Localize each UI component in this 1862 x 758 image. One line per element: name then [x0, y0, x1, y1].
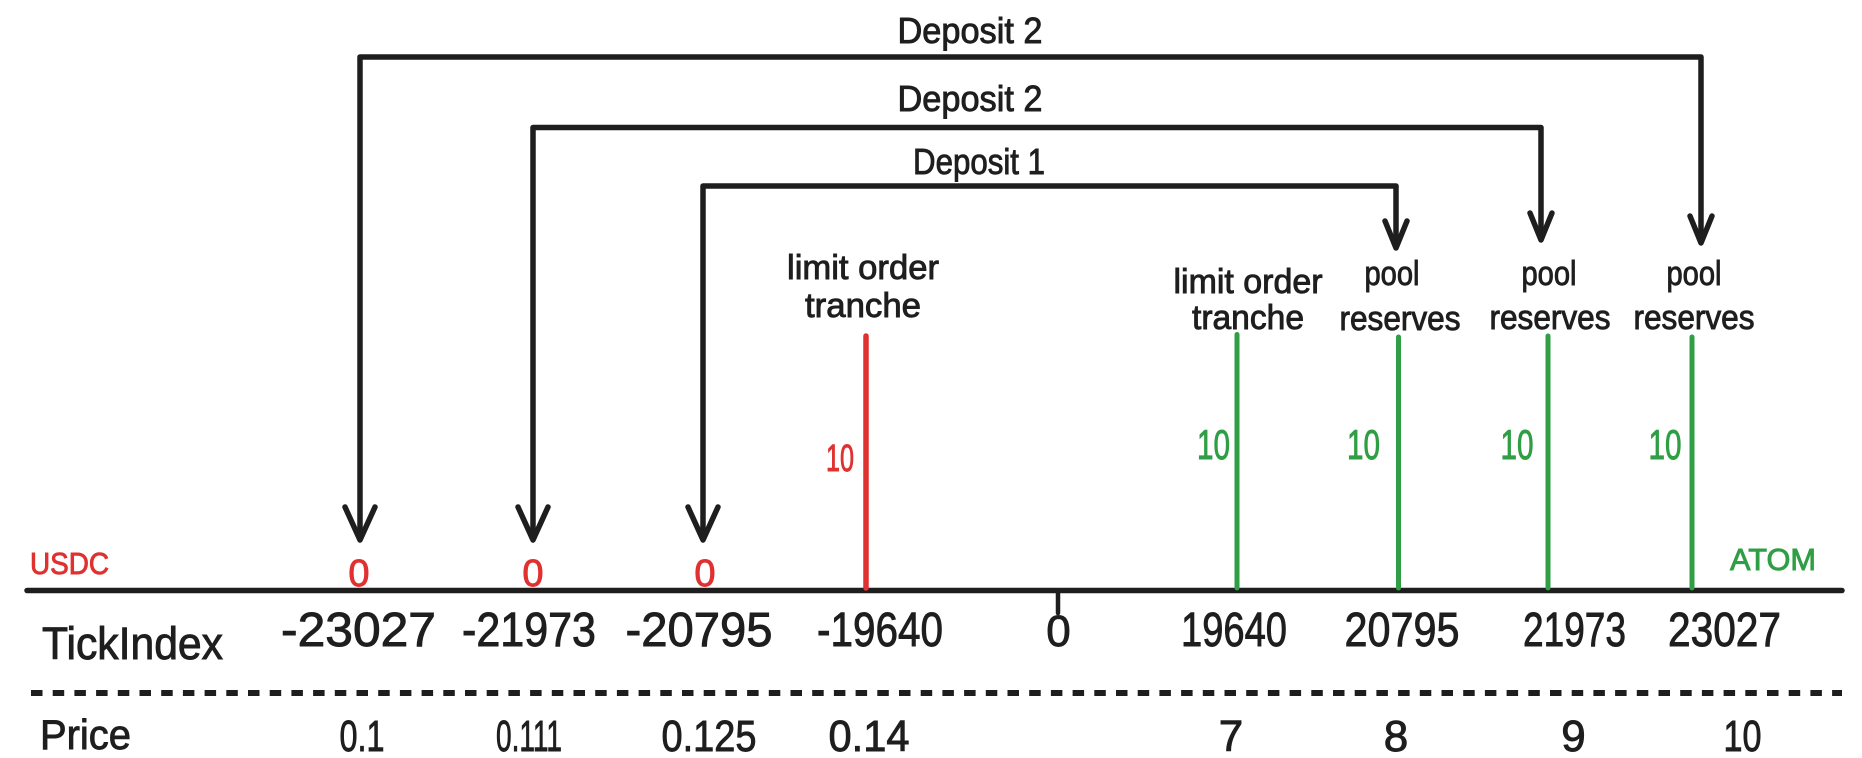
svg-text:-21973: -21973 — [462, 604, 596, 657]
svg-text:21973: 21973 — [1523, 604, 1626, 657]
svg-text:limit order: limit order — [787, 249, 939, 287]
svg-text:Deposit 2: Deposit 2 — [898, 78, 1043, 119]
svg-text:pool: pool — [1667, 255, 1722, 293]
svg-text:limit order: limit order — [1174, 263, 1323, 301]
svg-text:-20795: -20795 — [626, 604, 773, 657]
svg-text:ATOM: ATOM — [1730, 542, 1816, 577]
svg-text:0: 0 — [1046, 607, 1070, 656]
svg-text:reserves: reserves — [1340, 300, 1461, 338]
svg-text:9: 9 — [1561, 712, 1585, 758]
svg-text:8: 8 — [1384, 712, 1408, 758]
svg-text:-23027: -23027 — [281, 604, 436, 657]
svg-text:reserves: reserves — [1490, 299, 1611, 337]
svg-text:pool: pool — [1522, 255, 1577, 293]
svg-text:Deposit 2: Deposit 2 — [898, 10, 1043, 51]
svg-text:0: 0 — [348, 553, 369, 595]
svg-text:19640: 19640 — [1181, 604, 1287, 657]
svg-text:0: 0 — [694, 553, 715, 595]
svg-text:10: 10 — [826, 438, 854, 480]
svg-text:20795: 20795 — [1345, 604, 1460, 657]
svg-text:TickIndex: TickIndex — [42, 618, 223, 669]
svg-text:0.125: 0.125 — [662, 712, 757, 758]
svg-text:23027: 23027 — [1668, 604, 1781, 657]
svg-text:reserves: reserves — [1634, 299, 1755, 337]
svg-text:Deposit 1: Deposit 1 — [913, 141, 1045, 182]
svg-text:10: 10 — [1649, 421, 1682, 468]
svg-text:tranche: tranche — [805, 287, 921, 325]
svg-text:0.14: 0.14 — [829, 712, 910, 758]
svg-text:tranche: tranche — [1192, 299, 1304, 337]
svg-text:10: 10 — [1347, 421, 1380, 468]
svg-text:pool: pool — [1365, 255, 1420, 293]
svg-text:-19640: -19640 — [817, 604, 943, 657]
svg-text:USDC: USDC — [30, 546, 109, 581]
svg-text:10: 10 — [1197, 421, 1230, 468]
svg-text:7: 7 — [1219, 712, 1243, 758]
svg-text:0: 0 — [522, 553, 543, 595]
svg-text:0.111: 0.111 — [496, 712, 562, 758]
svg-text:10: 10 — [1501, 421, 1534, 468]
svg-text:10: 10 — [1724, 712, 1762, 758]
svg-text:Price: Price — [40, 711, 131, 758]
svg-text:0.1: 0.1 — [340, 712, 385, 758]
